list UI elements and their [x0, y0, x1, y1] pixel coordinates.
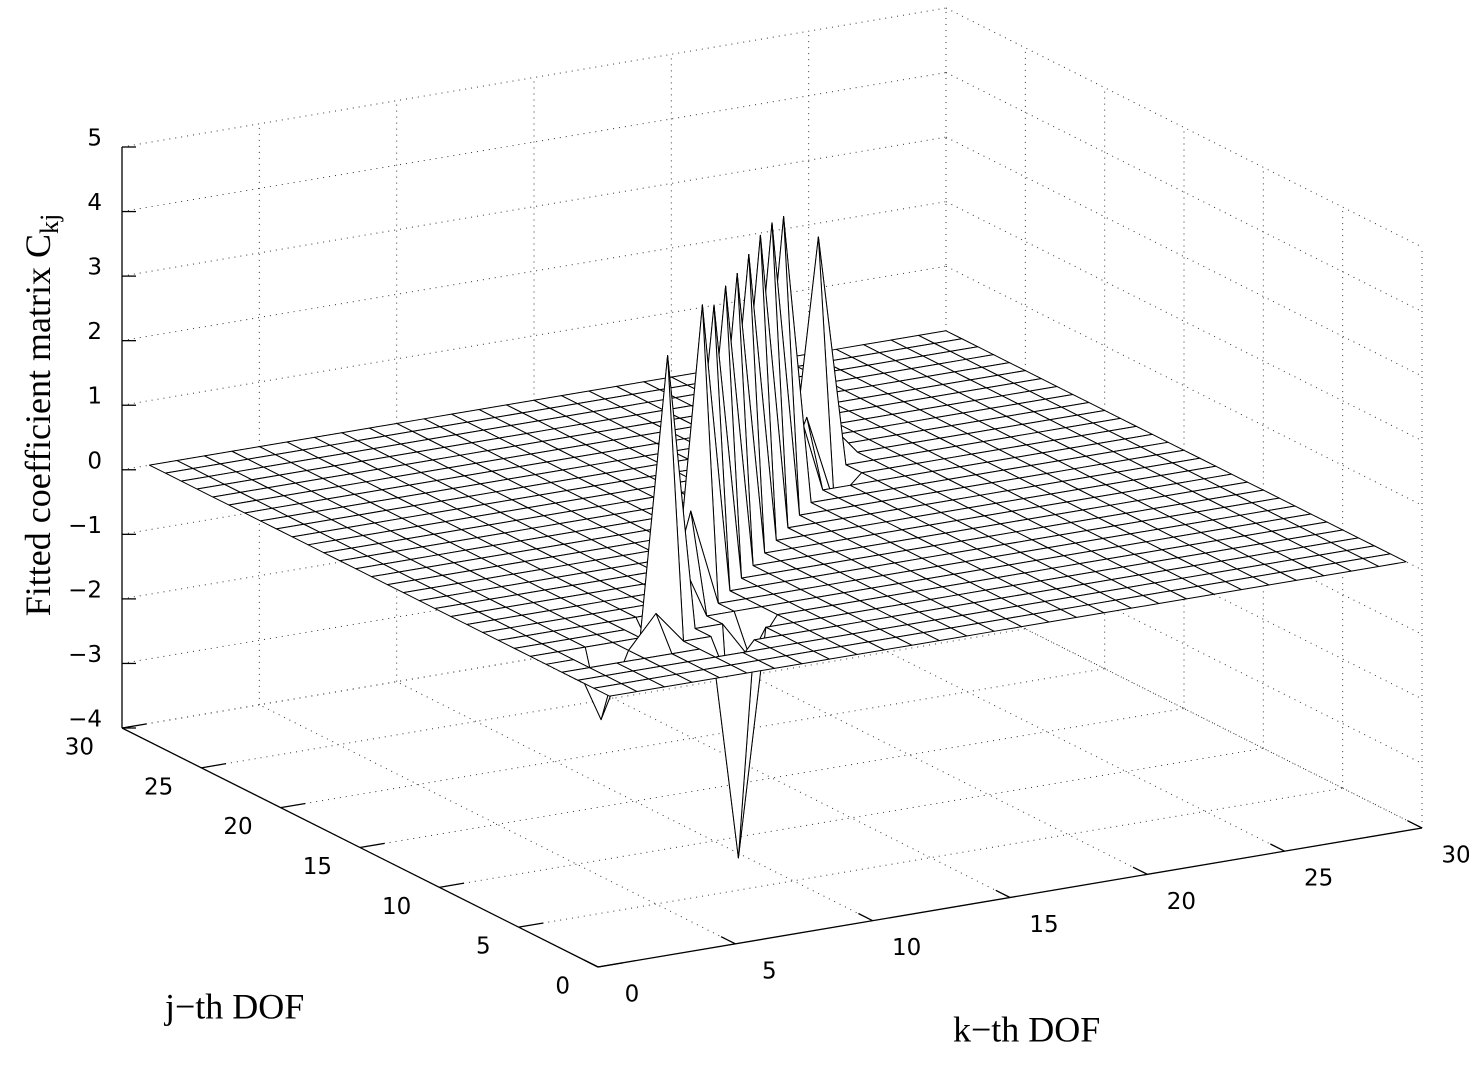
y-tick-label: 0	[555, 974, 570, 1000]
surface-cell	[593, 683, 638, 697]
x-tick	[583, 959, 599, 968]
x-tick-label: 30	[1441, 843, 1469, 869]
x-tick	[1407, 820, 1423, 829]
y-tick	[121, 723, 147, 729]
y-tick-label: 25	[144, 774, 173, 800]
z-tick-label: 3	[87, 255, 102, 281]
y-tick	[518, 922, 544, 928]
y-tick-label: 20	[223, 814, 252, 840]
z-tick-label: −4	[68, 707, 102, 733]
grid-line	[945, 136, 1423, 377]
z-tick-label: 0	[87, 448, 102, 474]
x-axis-label: k−th DOF	[953, 1009, 1100, 1049]
z-tick-label: 4	[87, 190, 102, 216]
x-tick	[858, 912, 873, 922]
x-tick-label: 25	[1304, 866, 1333, 892]
y-tick	[201, 763, 227, 769]
x-tick-label: 10	[892, 935, 921, 961]
y-tick	[439, 882, 465, 888]
x-tick-label: 20	[1167, 889, 1196, 915]
grid-line	[280, 668, 1105, 809]
z-tick-label: 5	[87, 126, 102, 152]
x-tick	[1270, 843, 1285, 852]
y-axis-label: j−th DOF	[163, 986, 304, 1026]
y-tick-label: 15	[303, 854, 332, 880]
x-tick	[720, 936, 736, 945]
x-tick-label: 0	[625, 982, 640, 1008]
y-tick	[359, 842, 385, 849]
grid-line	[518, 787, 1343, 928]
y-tick-label: 5	[476, 934, 491, 960]
y-tick	[597, 962, 623, 968]
x-tick	[1132, 866, 1148, 875]
grid-line	[359, 708, 1185, 848]
grid-line	[121, 201, 947, 342]
grid-line	[396, 681, 873, 922]
z-tick-label: −1	[68, 513, 102, 539]
grid-line	[121, 72, 947, 213]
z-tick-label: −2	[68, 577, 102, 603]
y-tick	[280, 802, 306, 809]
z-axis-label-sub: kj	[35, 214, 64, 234]
grid-line	[121, 265, 947, 406]
x-tick-label: 15	[1029, 912, 1058, 938]
grid-line	[201, 628, 1026, 769]
grid-line	[439, 747, 1264, 888]
grid-line	[121, 136, 947, 277]
z-tick-label: 1	[87, 384, 102, 410]
grid-line	[259, 704, 736, 945]
z-tick-label: 2	[87, 319, 102, 345]
x-tick	[995, 889, 1011, 899]
z-axis-label: Fitted coefficient matrix Ckj	[18, 214, 64, 616]
y-tick-label: 10	[382, 894, 411, 920]
grid-line	[121, 7, 947, 148]
z-tick-label: −3	[68, 642, 102, 668]
y-tick-label: 30	[65, 735, 94, 761]
x-tick-label: 5	[762, 958, 777, 984]
z-axis-label-main: Fitted coefficient matrix C	[18, 234, 58, 616]
